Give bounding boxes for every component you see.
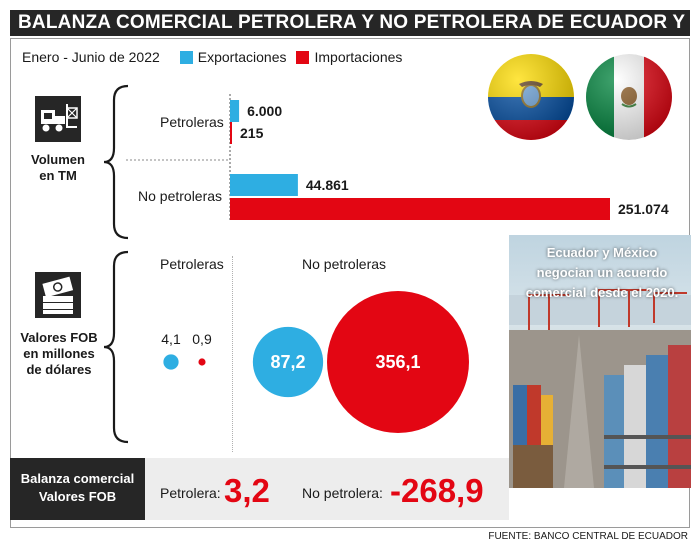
bubble-label-exportaciones-no-petroleras: 87,2 bbox=[270, 352, 305, 372]
volume-label-line2: en TM bbox=[39, 168, 77, 183]
volume-bar-chart: 6.000 215 44.861 251.074 bbox=[126, 94, 669, 222]
bubble-label-exportaciones-petroleras: 4,1 bbox=[161, 331, 181, 347]
legend-label-exportaciones: Exportaciones bbox=[197, 49, 287, 65]
forklift-icon bbox=[41, 104, 78, 132]
bar-importaciones-no-petroleras bbox=[230, 198, 610, 220]
source-note: FUENTE: BANCO CENTRAL DE ECUADOR bbox=[488, 531, 688, 542]
fob-brace bbox=[103, 250, 129, 444]
fob-divider bbox=[232, 256, 233, 452]
bar-importaciones-petroleras bbox=[230, 122, 232, 144]
bar-exportaciones-petroleras bbox=[230, 100, 240, 122]
bubble-label-importaciones-petroleras: 0,9 bbox=[192, 331, 212, 347]
bubble-importaciones-no-petroleras bbox=[327, 291, 469, 433]
fob-label-line3: de dólares bbox=[26, 362, 92, 377]
legend-label-importaciones: Importaciones bbox=[314, 49, 403, 65]
legend-swatch-exportaciones bbox=[179, 50, 193, 64]
legend-item-exportaciones: Exportaciones bbox=[179, 49, 287, 65]
balance-no-petrolera-value: -268,9 bbox=[390, 472, 484, 509]
ecuador-flag-icon bbox=[488, 54, 574, 140]
bubble-importaciones-petroleras bbox=[198, 358, 206, 366]
balance-no-petrolera-label: No petrolera: bbox=[302, 485, 383, 501]
fob-no-petroleras-heading: No petroleras bbox=[302, 256, 387, 272]
mexico-flag-icon bbox=[586, 54, 672, 140]
legend: Enero - Junio de 2022 Exportaciones Impo… bbox=[22, 49, 412, 65]
bar-label-importaciones-no-petroleras: 251.074 bbox=[618, 201, 669, 217]
volume-brace bbox=[103, 84, 129, 240]
legend-swatch-importaciones bbox=[296, 50, 310, 64]
bar-label-importaciones-petroleras: 215 bbox=[240, 125, 264, 141]
balance-petrolera-label: Petrolera: bbox=[160, 485, 221, 501]
money-stack-icon bbox=[42, 276, 74, 314]
forklift-icon-box bbox=[35, 96, 81, 142]
bar-label-exportaciones-petroleras: 6.000 bbox=[247, 103, 282, 119]
bubble-label-importaciones-no-petroleras: 356,1 bbox=[375, 352, 420, 372]
fob-label-line2: en millones bbox=[23, 346, 95, 361]
page-title: BALANZA COMERCIAL PETROLERA Y NO PETROLE… bbox=[10, 10, 690, 59]
container-port-image bbox=[509, 289, 691, 488]
bubble-exportaciones-no-petroleras bbox=[252, 326, 324, 398]
balance-petrolera-value: 3,2 bbox=[224, 472, 270, 509]
port-photo bbox=[509, 235, 691, 488]
category-no-petroleras-volume: No petroleras bbox=[138, 188, 223, 204]
balance-strip bbox=[145, 458, 509, 520]
legend-item-importaciones: Importaciones bbox=[296, 49, 402, 65]
category-petroleras-volume: Petroleras bbox=[160, 114, 224, 130]
volume-label: Volumen en TM bbox=[22, 152, 94, 184]
bar-label-exportaciones-no-petroleras: 44.861 bbox=[306, 177, 349, 193]
fob-label-line1: Valores FOB bbox=[20, 330, 98, 345]
money-icon-box bbox=[35, 272, 81, 318]
bubble-exportaciones-petroleras bbox=[163, 354, 179, 370]
balance-box-line1: Balanza comercial bbox=[20, 471, 135, 486]
period-label: Enero - Junio de 2022 bbox=[22, 49, 160, 65]
balance-box-line2: Valores FOB bbox=[38, 489, 117, 504]
balance-box: Balanza comercial Valores FOB bbox=[10, 458, 145, 520]
fob-petroleras-heading: Petroleras bbox=[160, 256, 224, 272]
fob-label: Valores FOB en millones de dólares bbox=[20, 330, 98, 378]
photo-caption: Ecuador y México negocian un acuerdo com… bbox=[525, 245, 679, 300]
bar-exportaciones-no-petroleras bbox=[230, 174, 298, 196]
volume-label-line1: Volumen bbox=[31, 152, 85, 167]
